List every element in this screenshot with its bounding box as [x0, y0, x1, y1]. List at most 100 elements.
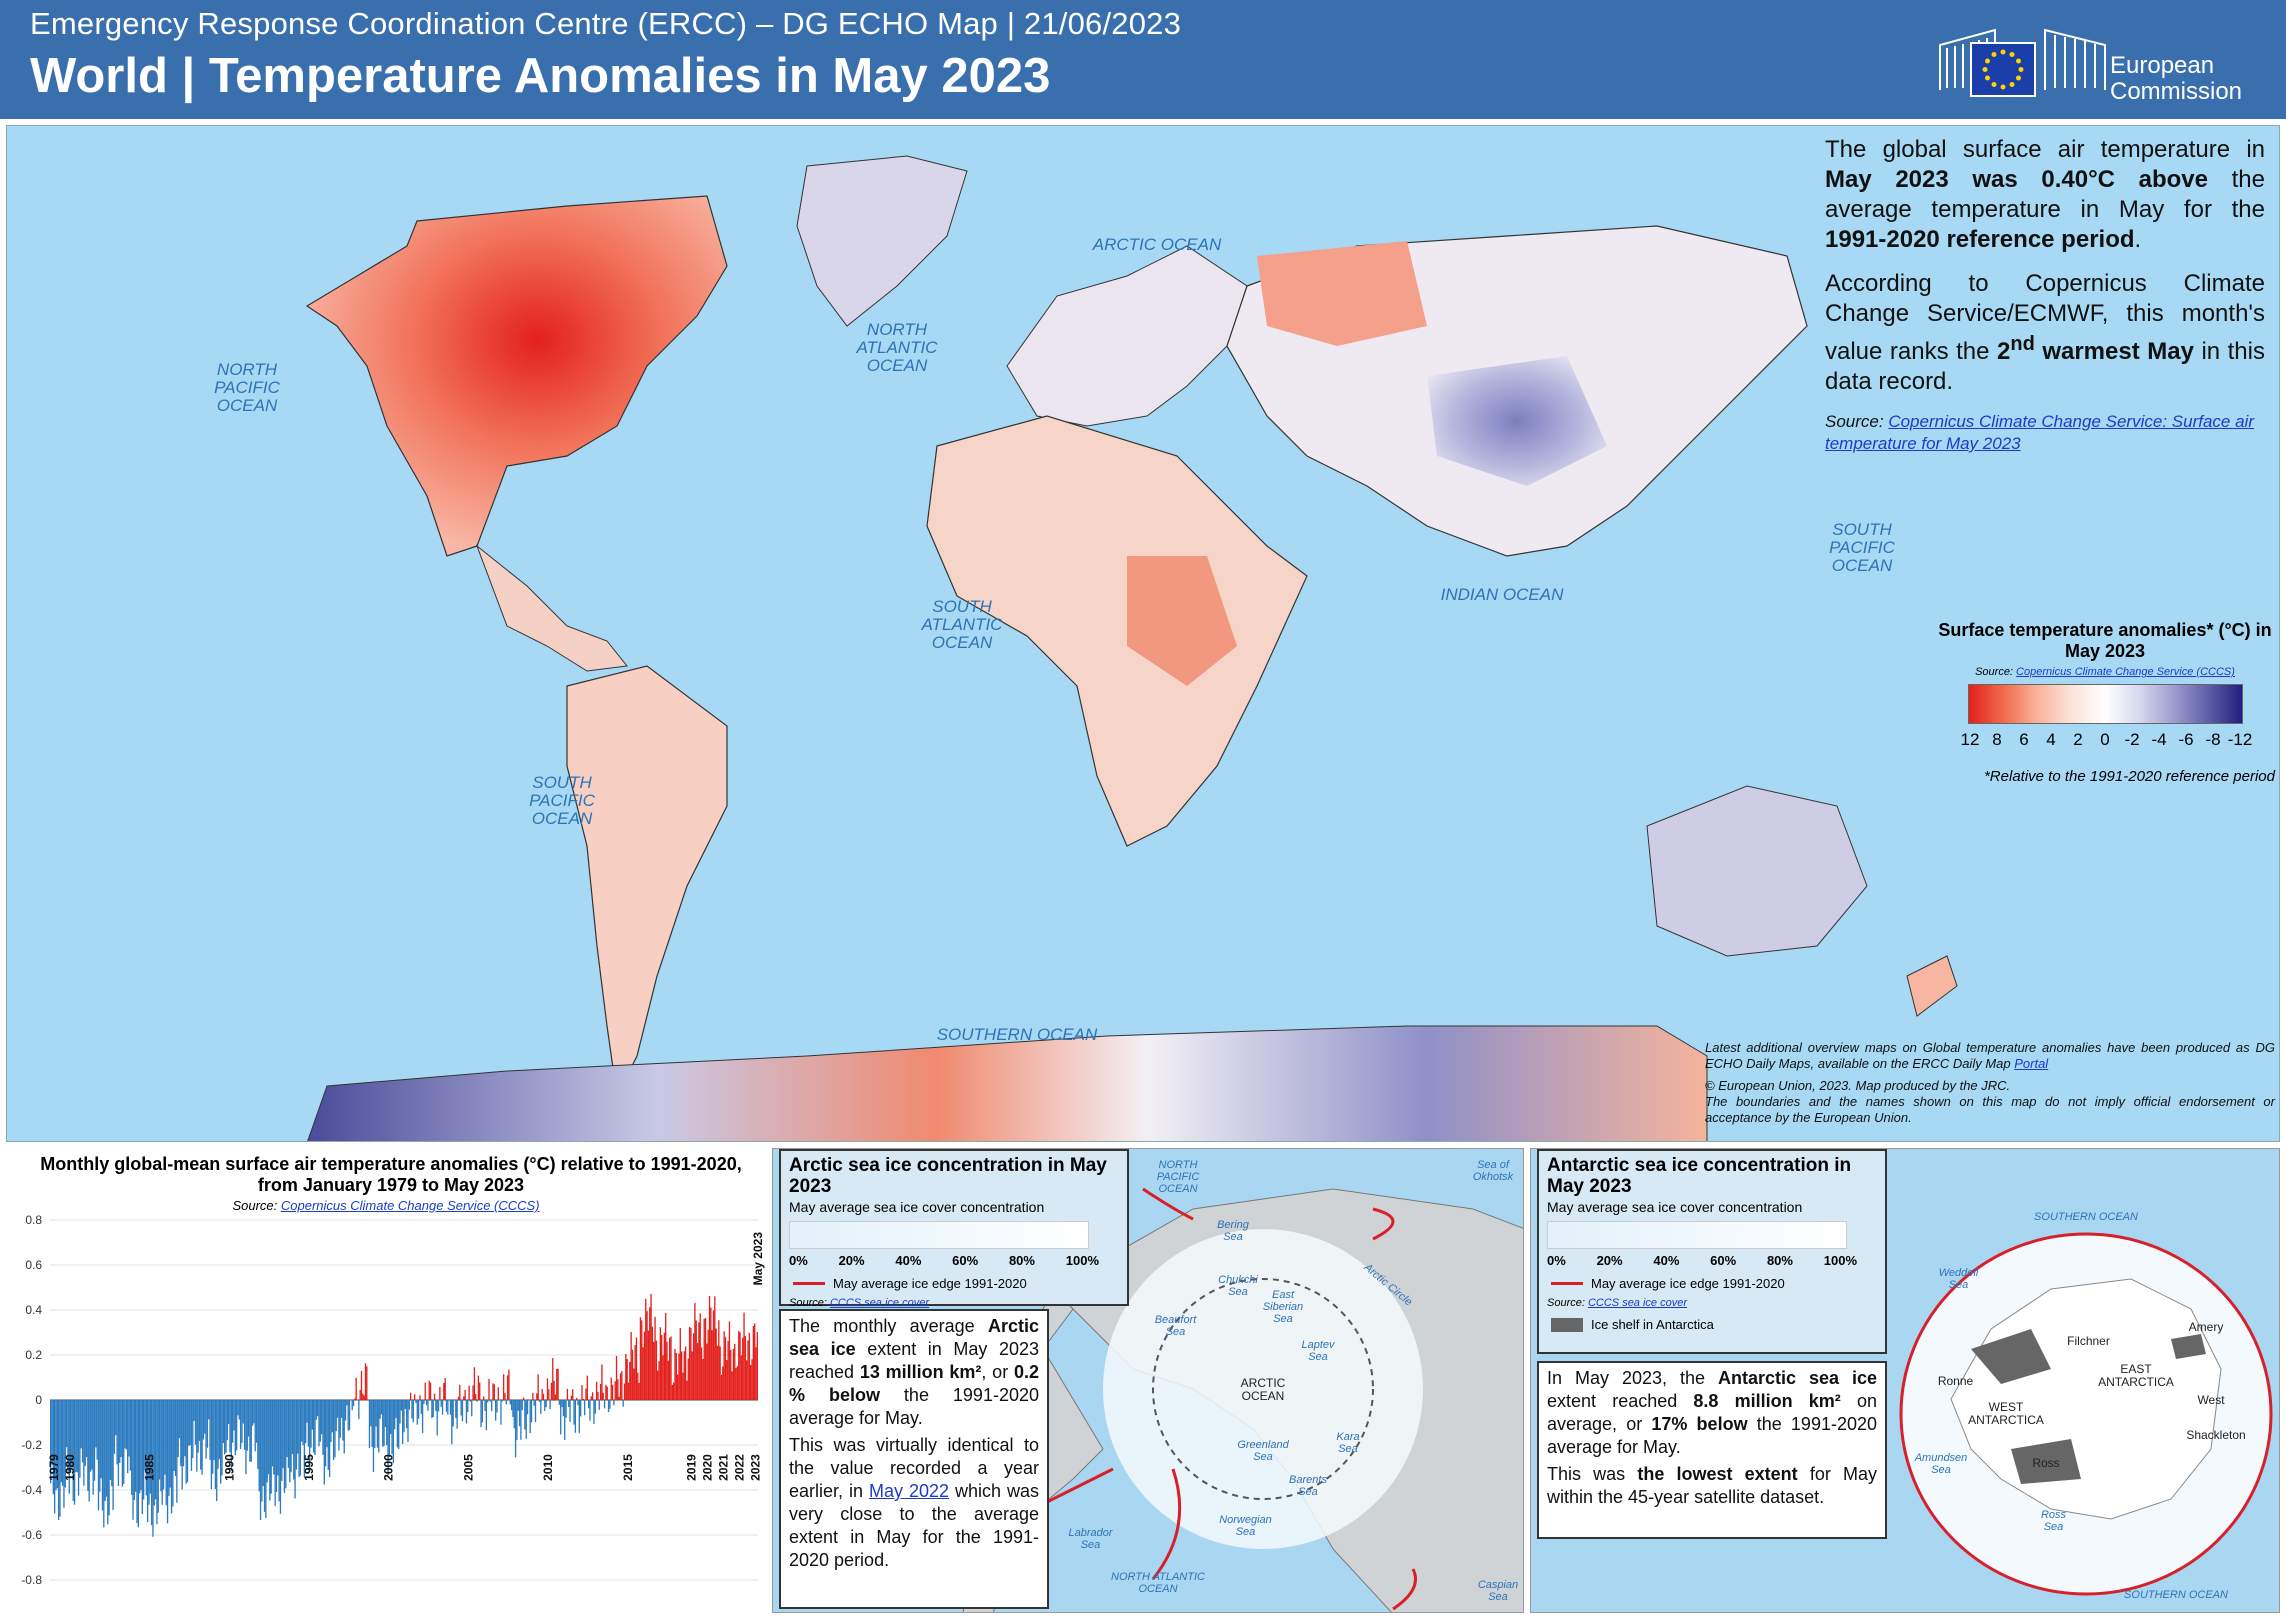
chart-bar — [574, 1400, 577, 1433]
map-title: World | Temperature Anomalies in May 202… — [30, 49, 1051, 103]
chart-bar — [133, 1400, 136, 1500]
chart-bar — [324, 1400, 327, 1467]
chart-bar — [55, 1400, 57, 1491]
chart-bar — [388, 1400, 391, 1458]
chart-bar — [402, 1400, 404, 1445]
chart-bar — [655, 1340, 658, 1400]
chart-bar — [718, 1320, 720, 1400]
arctic-source-link[interactable]: CCCS sea ice cover — [829, 1297, 930, 1309]
arctic-sea-ice-panel: Arctic sea ice concentration in May 2023… — [772, 1148, 1524, 1613]
legend-note: *Relative to the 1991-2020 reference per… — [1983, 768, 2275, 785]
chart-bar — [747, 1340, 749, 1400]
summary-source-link[interactable]: Copernicus Climate Change Service: Surfa… — [1825, 412, 2254, 453]
chart-bar — [581, 1385, 583, 1400]
chart-bar — [53, 1400, 56, 1514]
chart-bar — [125, 1400, 128, 1450]
chart-bar — [226, 1400, 228, 1441]
chart-bar — [449, 1400, 452, 1415]
chart-bar — [258, 1400, 260, 1492]
chart-bar — [295, 1400, 298, 1470]
chart-bar — [582, 1398, 584, 1400]
chart-bar — [376, 1400, 379, 1448]
chart-bar — [241, 1400, 243, 1444]
chart-bar — [516, 1400, 518, 1440]
chart-source-link[interactable]: Copernicus Climate Change Service (CCCS) — [280, 1198, 540, 1213]
arctic-text-box: The monthly average Arctic sea ice exten… — [779, 1309, 1049, 1609]
logo-text-commission: Commission — [2110, 78, 2243, 105]
chart-bar — [416, 1400, 418, 1425]
chart-bar — [413, 1394, 416, 1400]
arctic-ice-color-bar — [789, 1221, 1089, 1249]
legend-tick: 6 — [2019, 730, 2029, 749]
chart-bar — [433, 1393, 436, 1400]
chart-year-label: 2015 — [621, 1454, 635, 1481]
chart-bar — [520, 1400, 522, 1440]
chart-bar — [540, 1400, 542, 1414]
chart-bar — [217, 1400, 219, 1469]
chart-bar — [65, 1400, 68, 1448]
chart-year-label: 1985 — [143, 1454, 157, 1481]
chart-bar — [192, 1400, 194, 1459]
chart-bar — [514, 1400, 517, 1458]
chart-bar — [141, 1400, 143, 1515]
chart-bar — [235, 1400, 238, 1451]
chart-bar — [476, 1400, 478, 1402]
chart-bar — [370, 1400, 372, 1427]
chart-y-tick: 0.8 — [25, 1213, 42, 1227]
chart-bar — [57, 1400, 60, 1520]
may-2022-link[interactable]: May 2022 — [868, 1481, 950, 1501]
anomaly-bar-chart: 0.8 0.6 0.4 0.2 0 -0.2 -0.4 -0.6 -0.8 May 2023 197… — [21, 1213, 765, 1587]
chart-bar — [710, 1307, 712, 1400]
summary-source: Source: Copernicus Climate Change Servic… — [1825, 412, 2254, 453]
chart-bar — [533, 1400, 535, 1406]
portal-link[interactable]: Portal — [2014, 1056, 2049, 1071]
label-indian-ocean: INDIAN OCEAN — [1440, 585, 1564, 604]
label-weddell: Weddell Sea — [1938, 1267, 1979, 1291]
antarctic-text-box: In May 2023, the Antarctic sea ice exten… — [1537, 1361, 1887, 1539]
chart-bar — [87, 1400, 89, 1491]
chart-bar — [158, 1400, 161, 1480]
chart-bar — [680, 1351, 683, 1400]
chart-bar — [639, 1317, 642, 1400]
chart-year-label: 1979 — [47, 1454, 61, 1481]
chart-bar — [461, 1400, 464, 1422]
chart-bar — [444, 1378, 446, 1400]
chart-bar — [330, 1400, 332, 1443]
chart-bar — [598, 1400, 600, 1410]
chart-bar — [92, 1400, 94, 1495]
chart-bar — [715, 1328, 717, 1400]
antarctic-source-link[interactable]: CCCS sea ice cover — [1587, 1297, 1688, 1309]
chart-bar — [530, 1400, 533, 1423]
chart-bar — [206, 1400, 209, 1448]
chart-bar — [665, 1313, 667, 1400]
chart-bar — [319, 1400, 321, 1442]
chart-bar — [590, 1396, 592, 1400]
chart-bar — [101, 1400, 104, 1511]
chart-bar — [200, 1400, 202, 1470]
legend-tick: 2 — [2073, 730, 2083, 749]
chart-bar — [257, 1400, 259, 1469]
chart-bar — [95, 1400, 97, 1448]
chart-bar — [536, 1393, 538, 1400]
map-credits: Latest additional overview maps on Globa… — [1705, 1040, 2275, 1125]
label-southern-ocean: SOUTHERN OCEAN — [936, 1025, 1098, 1044]
chart-year-label: 2000 — [382, 1454, 396, 1481]
chart-bar — [666, 1341, 668, 1400]
chart-bar — [176, 1400, 178, 1503]
chart-bar — [311, 1400, 314, 1430]
chart-bar — [642, 1347, 644, 1400]
chart-bar — [371, 1400, 373, 1448]
chart-bar — [277, 1400, 279, 1476]
chart-bar — [471, 1400, 473, 1417]
chart-year-label: 2005 — [461, 1454, 475, 1481]
legend-source-link[interactable]: Copernicus Climate Change Service (CCCS) — [2016, 666, 2235, 678]
chart-bar — [686, 1380, 688, 1400]
chart-bar — [643, 1331, 646, 1400]
chart-bar — [132, 1400, 134, 1520]
chart-bar — [354, 1398, 356, 1400]
chart-bar — [255, 1400, 258, 1443]
chart-bar — [465, 1400, 468, 1424]
chart-bar — [676, 1374, 679, 1400]
arctic-legend-box: Arctic sea ice concentration in May 2023… — [779, 1149, 1129, 1309]
chart-bar — [315, 1400, 317, 1420]
